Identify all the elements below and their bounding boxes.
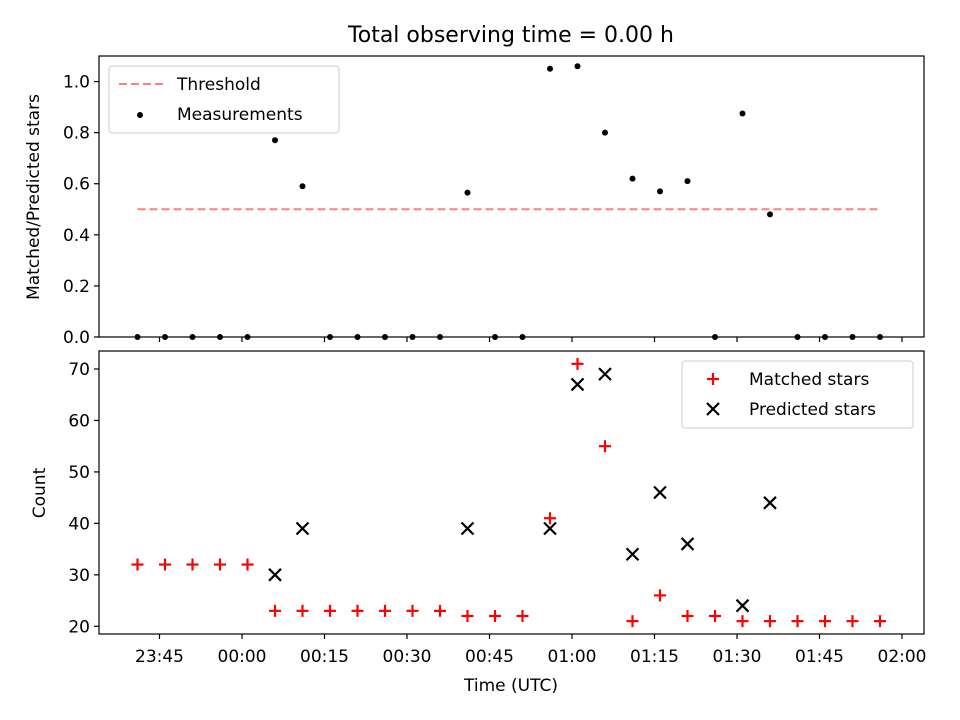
matched-star-point [681,609,694,622]
matched-star-point [159,558,171,571]
matched-star-point [874,615,886,628]
predicted-star-point [543,521,557,536]
bottom-x-tick-label: 00:45 [465,647,514,667]
measurement-point [739,110,746,117]
predicted-star-point [570,377,585,392]
top-y-tick-label: 0.4 [63,226,90,246]
matched-star-point [599,440,611,453]
bottom-y-tick-label: 60 [68,411,90,431]
top-y-tick-label: 0.2 [63,277,90,297]
top-legend-box [108,65,340,134]
bottom-x-tick-label: 01:45 [795,647,844,667]
matched-star-point [626,615,639,628]
matched-star-point [516,609,529,622]
top-y-tick-label: 0.0 [63,328,90,348]
measurement-point [684,178,691,185]
matched-star-point [434,604,446,617]
predicted-star-point [735,598,750,613]
bottom-chart-panel: 20 30 40 50 60 70 23:45 00:00 00:15 00:30 00:45 01… [30,350,927,696]
bottom-x-tick-label: 01:15 [630,647,679,667]
measurement-point [767,211,773,218]
top-x-axis-ticks [158,337,903,342]
legend-matched-swatch [707,373,719,385]
matched-star-point [186,558,199,571]
top-y-tick-label: 0.6 [63,175,90,195]
matched-star-point [709,609,721,622]
bottom-x-axis-ticks: 23:45 00:00 00:15 00:30 00:45 01:00 01:15 01:30… [135,634,927,667]
bottom-y-axis-label: Count [30,467,50,518]
measurement-point [574,63,581,70]
predicted-star-point [598,367,612,381]
top-y-axis-label: Matched/Predicted stars [24,94,44,300]
top-y-axis-ticks: 0.0 0.2 0.4 0.6 0.8 1.0 [63,73,99,348]
bottom-x-tick-label: 00:15 [300,647,349,667]
legend-predicted-swatch [706,402,720,416]
top-legend: Threshold Measurements [108,65,340,134]
top-chart-title: Total observing time = 0.00 h [347,23,674,48]
bottom-y-tick-label: 70 [68,360,90,380]
predicted-star-point [625,547,640,562]
predicted-star-point [653,485,667,500]
bottom-x-tick-label: 02:00 [878,647,927,667]
bottom-y-tick-label: 20 [68,617,90,637]
predicted-star-point [460,521,475,536]
bottom-x-tick-label: 01:30 [713,647,762,667]
matched-star-point [379,604,391,617]
measurement-point [272,137,278,144]
matched-star-point [544,512,556,525]
bottom-y-tick-label: 50 [68,463,90,483]
bottom-matched-points [131,357,886,628]
measurement-point [299,183,306,190]
matched-star-point [846,615,859,628]
top-plot-frame [98,55,925,338]
matched-star-point [296,604,309,617]
matched-star-point [269,604,281,617]
top-y-tick-label: 0.8 [63,124,90,144]
bottom-x-tick-label: 00:00 [218,647,267,667]
measurement-point [629,175,636,182]
predicted-star-point [268,568,282,582]
matched-star-point [764,615,776,628]
predicted-star-point [295,521,310,536]
predicted-star-point [680,537,695,551]
legend-measurements-swatch [137,112,143,118]
top-chart-panel: Total observing time = 0.00 h 0.00.20.40… [24,23,925,348]
bottom-x-tick-label: 01:00 [548,647,597,667]
bottom-plot-frame [98,350,925,635]
matched-star-point [654,589,666,602]
matched-star-point [736,615,749,628]
bottom-x-axis-label: Time (UTC) [463,676,558,696]
legend-matched-label: Matched stars [749,370,869,390]
legend-predicted-label: Predicted stars [749,400,876,420]
matched-star-point [324,604,336,617]
bottom-y-tick-label: 30 [68,566,90,586]
matched-star-point [571,357,584,370]
legend-measurements-label: Measurements [177,105,303,125]
matched-star-point [489,609,501,622]
matched-star-point [351,604,364,617]
matched-star-point [241,558,254,571]
measurement-point [602,129,608,136]
bottom-predicted-points [268,367,777,613]
measurement-point [464,189,471,196]
matched-star-point [461,609,474,622]
predicted-star-point [763,496,777,510]
bottom-x-tick-label: 00:30 [383,647,432,667]
legend-threshold-label: Threshold [176,75,261,95]
bottom-legend-box [681,360,914,429]
matched-star-point [819,615,831,628]
measurement-point [547,65,553,72]
measurement-point [657,188,663,195]
matched-star-point [406,604,419,617]
matched-star-point [214,558,226,571]
top-y-tick-label: 1.0 [63,73,90,93]
bottom-x-tick-label: 23:45 [135,647,184,667]
bottom-y-axis-ticks: 20 30 40 50 60 70 [68,360,99,637]
matched-star-point [131,558,144,571]
bottom-legend: Matched stars Predicted stars [681,360,914,429]
bottom-y-tick-label: 40 [68,514,90,534]
matched-star-point [791,615,804,628]
